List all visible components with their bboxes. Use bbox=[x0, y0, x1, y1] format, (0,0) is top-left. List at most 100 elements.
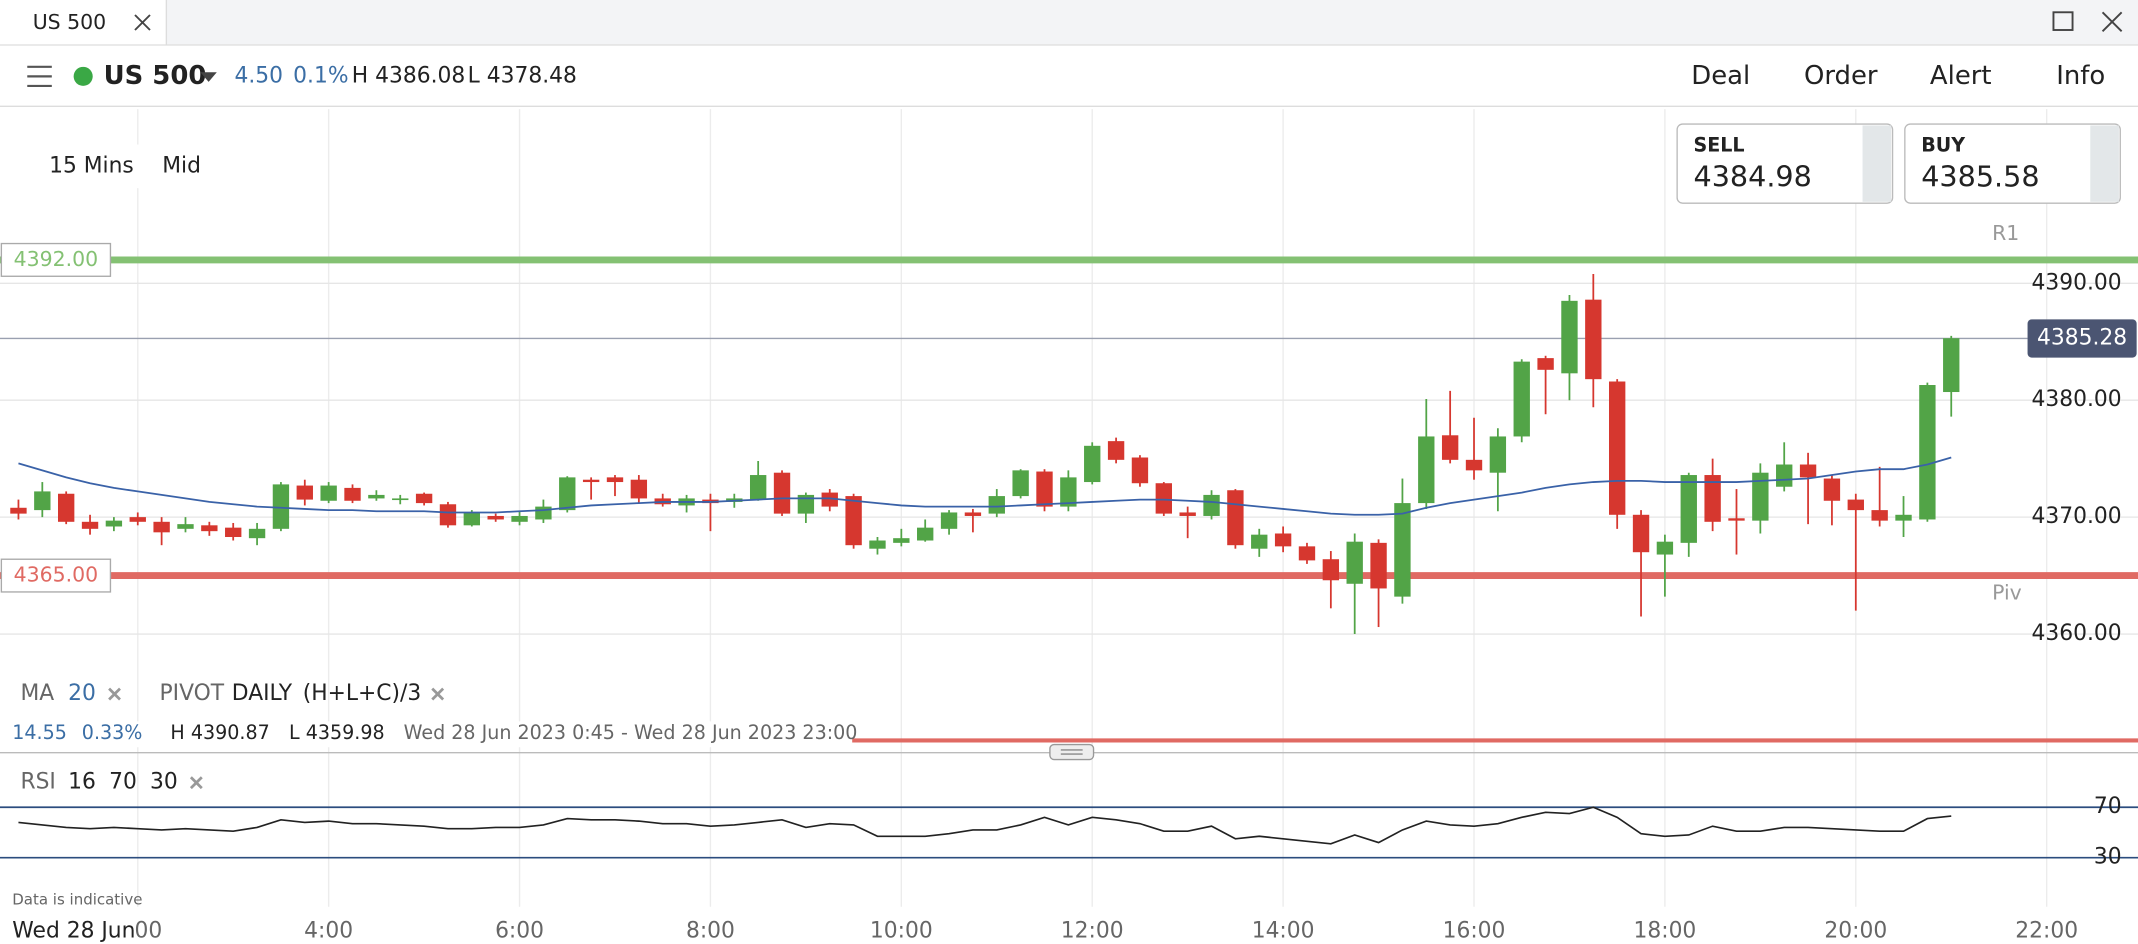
candle-body bbox=[1036, 471, 1053, 507]
candle-body bbox=[463, 512, 481, 526]
last-price-label: 4385.28 bbox=[2037, 325, 2127, 350]
menu-item[interactable]: Alert bbox=[1930, 61, 1992, 91]
ma-period: 20 bbox=[68, 681, 96, 706]
sell-label[interactable]: SELL bbox=[1693, 134, 1744, 156]
candle-body bbox=[511, 515, 528, 522]
buy-button-edge bbox=[2090, 125, 2119, 202]
x-tick-label: 10:00 bbox=[870, 918, 933, 943]
y-tick-label: 4380.00 bbox=[2031, 387, 2121, 412]
market-dropdown[interactable] bbox=[200, 72, 217, 82]
menu-icon[interactable] bbox=[27, 65, 52, 87]
candle-body bbox=[1322, 559, 1340, 581]
x-tick-label: 20:00 bbox=[1824, 918, 1887, 943]
candle-body bbox=[1155, 483, 1172, 514]
candle-body bbox=[1847, 499, 1864, 511]
pivot-period: DAILY bbox=[232, 681, 293, 706]
candle-body bbox=[1537, 358, 1554, 370]
candle-body bbox=[606, 477, 624, 483]
rsi-line bbox=[18, 806, 1952, 845]
x-tick-label: 22:00 bbox=[2015, 918, 2078, 943]
rsi-tick-label: 70 bbox=[2094, 794, 2122, 819]
candle-body bbox=[272, 484, 290, 529]
level-name: R1 bbox=[1992, 221, 2019, 245]
tab[interactable] bbox=[0, 0, 167, 45]
candle-body bbox=[81, 521, 99, 529]
candle-body bbox=[1919, 385, 1936, 520]
candle-body bbox=[368, 494, 385, 499]
candle-body bbox=[1513, 361, 1530, 437]
candle-body bbox=[559, 477, 576, 511]
candle-body bbox=[439, 504, 457, 526]
handle-grip bbox=[1060, 749, 1083, 755]
candle-body bbox=[845, 496, 862, 546]
tab-close[interactable] bbox=[134, 14, 151, 31]
x-tick-label: 8:00 bbox=[686, 918, 735, 943]
maximize-button[interactable] bbox=[2052, 11, 2074, 31]
candle-body bbox=[1418, 436, 1435, 504]
price-type[interactable]: Mid bbox=[162, 153, 201, 178]
candle-body bbox=[201, 525, 218, 532]
rsi-lower: 30 bbox=[150, 770, 178, 795]
x-tick-label: 6:00 bbox=[495, 918, 544, 943]
menu-item[interactable]: Info bbox=[2056, 61, 2105, 91]
sell-price[interactable]: 4384.98 bbox=[1693, 160, 1811, 194]
candle-body bbox=[320, 485, 337, 501]
candle-body bbox=[225, 527, 242, 538]
candle-body bbox=[773, 472, 791, 514]
candle-body bbox=[893, 538, 910, 543]
candle-body bbox=[1203, 494, 1220, 516]
candle-body bbox=[749, 475, 767, 500]
candle-body bbox=[1608, 381, 1626, 515]
level-label: 4365.00 bbox=[14, 563, 99, 587]
ma-remove[interactable] bbox=[108, 687, 121, 701]
candle-body bbox=[34, 491, 51, 511]
market-status-dot bbox=[73, 66, 93, 86]
candle-body bbox=[1799, 464, 1817, 478]
candle-body bbox=[1394, 503, 1411, 597]
candle-body bbox=[535, 506, 552, 520]
header-low: L 4378.48 bbox=[468, 63, 577, 88]
close-window-button[interactable] bbox=[2101, 11, 2123, 33]
buy-price[interactable]: 4385.58 bbox=[1921, 160, 2039, 194]
market-name[interactable]: US 500 bbox=[104, 61, 207, 91]
candle-body bbox=[1012, 470, 1029, 497]
candle-body bbox=[1251, 534, 1268, 549]
candle-body bbox=[1060, 477, 1077, 507]
chart-layer: 2:00 4:00 6:00 8:00 10:00 12:00 14:00 16:00 18:0… bbox=[0, 109, 2138, 943]
candle-body bbox=[1895, 514, 1912, 521]
rsi-tick-label: 30 bbox=[2094, 845, 2122, 870]
header-change: 4.50 bbox=[235, 63, 284, 88]
range-low: L 4359.98 bbox=[289, 722, 385, 744]
sell-button[interactable] bbox=[1676, 123, 1894, 204]
candle-body bbox=[630, 479, 648, 499]
candle-body bbox=[1298, 546, 1316, 561]
candle-body bbox=[964, 512, 982, 516]
candle-body bbox=[869, 540, 886, 549]
candle-body bbox=[1131, 457, 1149, 484]
candle-body bbox=[1656, 541, 1674, 555]
menu-item[interactable]: Deal bbox=[1691, 61, 1750, 91]
pivot-remove[interactable] bbox=[431, 687, 445, 701]
candle-body bbox=[917, 527, 934, 541]
tab-title[interactable]: US 500 bbox=[33, 10, 106, 34]
rsi-remove[interactable] bbox=[189, 776, 203, 790]
buy-button[interactable] bbox=[1904, 123, 2121, 204]
candle-body bbox=[177, 524, 194, 529]
menu-item[interactable]: Order bbox=[1804, 61, 1878, 91]
pane-resize-handle[interactable] bbox=[1049, 743, 1095, 761]
range-dates: Wed 28 Jun 2023 0:45 - Wed 28 Jun 2023 2… bbox=[404, 722, 858, 744]
candle-body bbox=[1370, 542, 1387, 589]
candle-body bbox=[1227, 490, 1244, 546]
overlay-layer: 4392.00 R1 4365.00 Piv 4385.28 bbox=[0, 221, 2137, 604]
interval[interactable]: 15 Mins bbox=[49, 153, 134, 178]
interval-button[interactable] bbox=[29, 144, 142, 189]
level-label-box bbox=[0, 558, 112, 593]
candle-body bbox=[392, 498, 409, 501]
x-tick-label: 14:00 bbox=[1252, 918, 1315, 943]
candle-body bbox=[1489, 436, 1507, 473]
range-change-pct: 0.33% bbox=[82, 722, 143, 744]
candle-body bbox=[1680, 475, 1697, 543]
buy-label[interactable]: BUY bbox=[1921, 134, 1965, 156]
